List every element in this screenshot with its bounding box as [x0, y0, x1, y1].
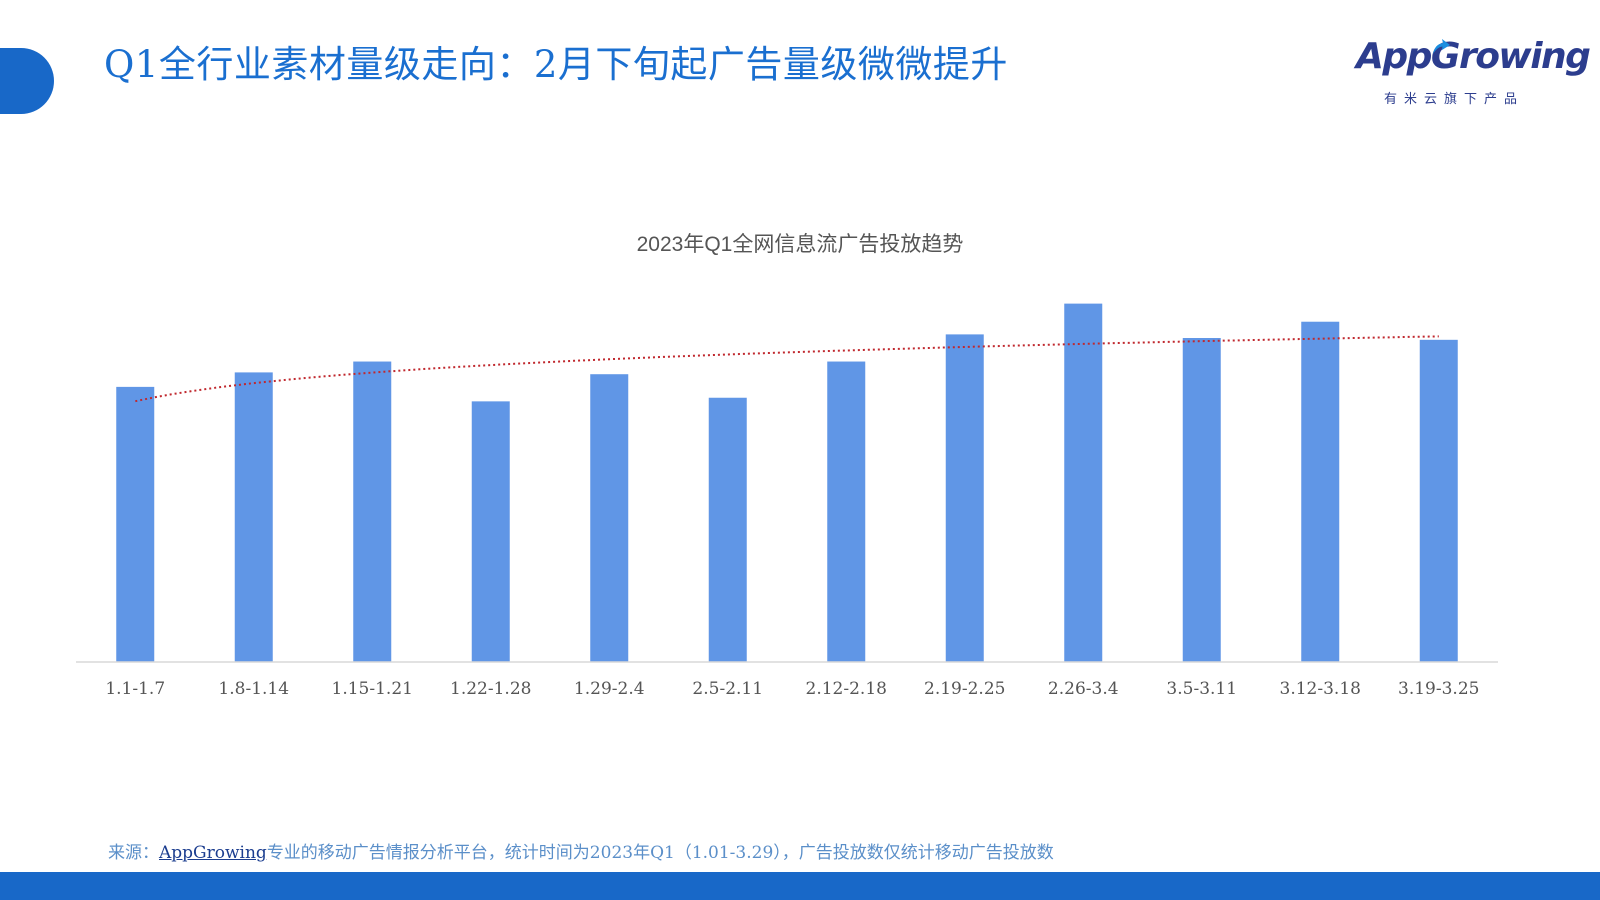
bar-1.8-1.14	[234, 372, 273, 662]
bar-1.15-1.21	[353, 361, 392, 662]
logo-arrow-icon	[1433, 39, 1450, 54]
bar-1.29-2.4	[590, 374, 629, 662]
bar-3.12-3.18	[1301, 321, 1340, 662]
source-description: 专业的移动广告情报分析平台，统计时间为2023年Q1（1.01-3.29），广告…	[266, 843, 1054, 863]
bar-3.19-3.25	[1419, 339, 1458, 662]
appgrowing-logo: AppGrowing 有米云旗下产品	[1356, 36, 1591, 110]
bar-2.5-2.11	[708, 397, 747, 662]
logo-wordmark: AppGrowing	[1356, 36, 1591, 77]
x-tick-label: 1.29-2.4	[574, 679, 645, 699]
bar-2.12-2.18	[827, 361, 866, 662]
bar-series	[116, 303, 1458, 662]
x-tick-label: 1.8-1.14	[218, 679, 289, 699]
x-tick-label: 1.1-1.7	[105, 679, 165, 699]
x-tick-label: 2.5-2.11	[692, 679, 763, 699]
x-tick-label: 3.5-3.11	[1166, 679, 1237, 699]
x-tick-label: 2.12-2.18	[806, 679, 887, 699]
x-tick-label: 1.15-1.21	[332, 679, 413, 699]
x-tick-label: 3.19-3.25	[1398, 679, 1479, 699]
bar-2.19-2.25	[945, 334, 984, 662]
side-tab-decoration	[0, 48, 54, 114]
source-note: 来源：AppGrowing专业的移动广告情报分析平台，统计时间为2023年Q1（…	[108, 838, 1054, 863]
trendline	[135, 335, 1439, 403]
bar-1.1-1.7	[116, 386, 155, 662]
logo-tagline: 有米云旗下产品	[1384, 92, 1525, 107]
x-tick-label: 1.22-1.28	[450, 679, 531, 699]
bar-3.5-3.11	[1182, 338, 1221, 662]
x-tick-label: 2.19-2.25	[924, 679, 1005, 699]
x-axis-labels: 1.1-1.7 1.8-1.14 1.15-1.21 1.22-1.28 1.29-2.…	[105, 679, 1479, 699]
bar-2.26-3.4	[1064, 303, 1103, 662]
page-title: Q1全行业素材量级走向：2月下旬起广告量级微微提升	[104, 43, 1008, 86]
bar-chart: 1.1-1.7 1.8-1.14 1.15-1.21 1.22-1.28 1.29-2.…	[76, 303, 1498, 699]
source-link[interactable]: AppGrowing	[159, 843, 267, 863]
x-tick-label: 2.26-3.4	[1048, 679, 1119, 699]
bottom-bar-decoration	[0, 872, 1600, 900]
source-prefix: 来源：	[108, 843, 159, 863]
chart-title: 2023年Q1全网信息流广告投放趋势	[636, 233, 964, 256]
bar-1.22-1.28	[471, 401, 510, 662]
x-tick-label: 3.12-3.18	[1280, 679, 1361, 699]
